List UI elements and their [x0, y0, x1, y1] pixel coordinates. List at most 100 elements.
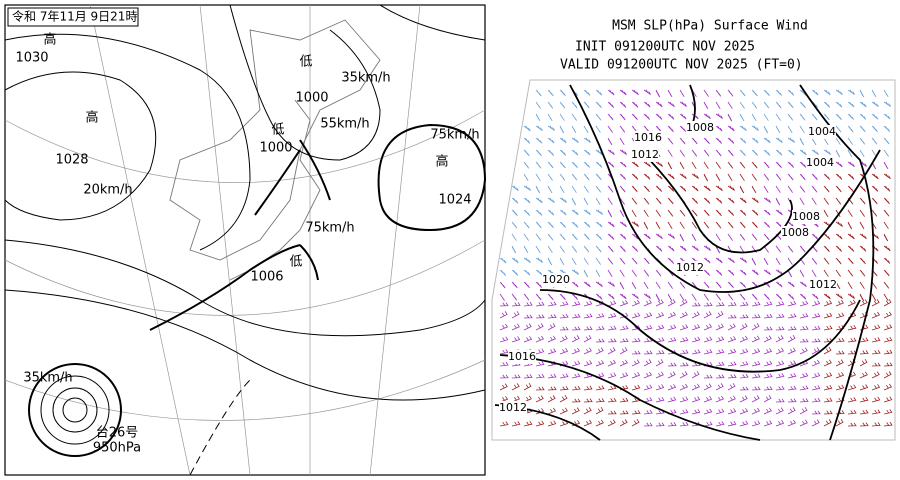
wind-barb: [547, 335, 556, 343]
wind-barb: [583, 326, 593, 331]
wind-barb: [559, 173, 566, 181]
wind-barb: [859, 161, 867, 167]
wind-barb: [655, 185, 663, 192]
wind-barb: [571, 373, 581, 379]
wind-barb: [787, 137, 795, 143]
wind-barb: [703, 197, 711, 204]
wind-barb: [871, 89, 877, 98]
wind-barb: [619, 325, 629, 331]
wind-barb: [811, 325, 821, 331]
isobars: [4, 4, 487, 476]
wind-barb: [595, 293, 603, 300]
wind-barb: [799, 113, 806, 121]
wind-barb: [679, 125, 687, 132]
wind-barb: [751, 197, 759, 204]
wind-barb: [799, 293, 807, 300]
wind-barb: [787, 149, 795, 156]
wind-barb: [499, 293, 505, 301]
wind-barb: [847, 221, 853, 230]
wind-barb: [595, 89, 603, 96]
wind-barb: [559, 407, 568, 415]
wind-barb: [811, 173, 818, 181]
wind-barb: [559, 257, 565, 266]
wind-barb: [811, 185, 818, 193]
wind-barb: [667, 396, 677, 403]
wind-barb: [703, 349, 713, 355]
wind-barb: [883, 396, 893, 403]
isobar-label-bg: [781, 226, 809, 240]
wind-barb: [763, 245, 769, 253]
wind-barb: [871, 371, 880, 379]
wind-barb: [859, 281, 865, 289]
wind-barb: [547, 386, 557, 391]
wind-barb: [763, 221, 771, 228]
wind-barb: [559, 233, 566, 241]
wind-barb: [823, 137, 829, 146]
wind-barb: [859, 409, 869, 415]
wind-barb: [631, 209, 637, 218]
wind-barb: [763, 394, 772, 403]
wind-barb: [607, 312, 617, 319]
wind-barb: [799, 125, 805, 133]
wind-barb: [499, 361, 509, 367]
wind-barb: [883, 281, 890, 289]
wind-barb: [643, 269, 650, 277]
wind-barb: [667, 299, 676, 307]
wind-barb: [691, 149, 698, 157]
wind-barb: [751, 293, 758, 301]
wind-barb: [739, 314, 749, 319]
wind-barb: [775, 281, 783, 288]
wind-barb: [739, 293, 746, 301]
wind-barb: [535, 257, 543, 263]
wind-barb: [679, 89, 685, 98]
wind-barb: [535, 113, 541, 122]
wind-barb: [535, 335, 545, 343]
wind-barb: [535, 233, 542, 241]
wind-barb: [535, 101, 541, 109]
wind-barb: [751, 89, 758, 97]
map-label: 低: [271, 123, 284, 138]
wind-barb: [595, 398, 605, 403]
wind-barb: [703, 408, 713, 415]
wind-barb: [799, 161, 807, 168]
wind-barb: [739, 386, 749, 391]
graticule: [4, 4, 486, 476]
wind-barb: [631, 299, 641, 307]
wind-barb: [739, 348, 749, 355]
wind-barb: [691, 233, 697, 242]
wind-barb: [739, 373, 749, 379]
wind-barb: [595, 245, 602, 253]
wind-barb: [763, 209, 771, 216]
wind-barb: [763, 257, 769, 266]
msm-chart: MSM SLP(hPa) Surface Wind INIT 091200UTC…: [491, 19, 896, 441]
wind-barb: [619, 233, 627, 240]
wind-barb: [619, 209, 625, 218]
wind-barb: [883, 293, 889, 302]
wind-barb: [679, 409, 689, 415]
wind-barb: [583, 209, 591, 216]
wind-barb: [559, 89, 566, 97]
wind-barb: [535, 209, 543, 216]
wind-barb: [775, 398, 785, 403]
wind-barb: [619, 137, 625, 146]
wind-barb: [667, 281, 673, 289]
wind-barb: [835, 293, 843, 300]
wind-barb: [667, 149, 673, 157]
wind-barb: [703, 245, 711, 251]
wind-barb: [547, 420, 557, 427]
wind-barb: [655, 293, 661, 302]
wind-barb: [607, 359, 617, 367]
wind-barb: [727, 374, 737, 379]
wind-barb: [823, 384, 833, 391]
wind-barb: [571, 221, 579, 228]
wind-barb: [739, 221, 746, 229]
wind-barb: [571, 113, 577, 121]
wind-barb: [607, 125, 613, 133]
wind-barb: [727, 293, 734, 301]
wind-barb: [715, 137, 723, 144]
wind-barb: [559, 335, 568, 343]
wind-barb: [715, 293, 722, 301]
msm-valid: VALID 091200UTC NOV 2025 (FT=0): [560, 58, 803, 73]
wind-barb: [607, 419, 616, 427]
